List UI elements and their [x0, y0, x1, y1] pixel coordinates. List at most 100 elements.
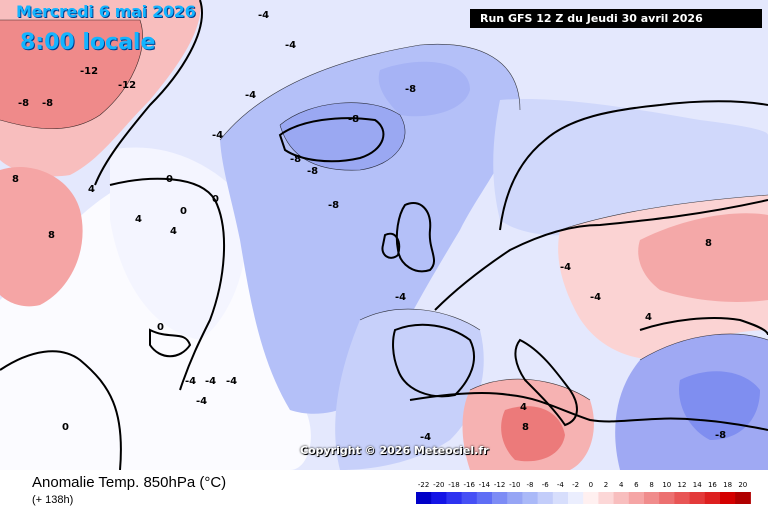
coast-turkey [639, 317, 768, 336]
coast-hudson [0, 350, 122, 470]
product-title: Anomalie Temp. 850hPa (°C) [32, 474, 227, 491]
contour-label: -4 [395, 292, 406, 303]
contour-label: -8 [18, 98, 29, 109]
contour-line [639, 333, 768, 361]
scale-swatch [568, 492, 584, 504]
contour-label: 8 [12, 174, 19, 185]
anomaly-zone-colder-north [378, 61, 470, 117]
coast-africa [409, 391, 768, 431]
coast-norway [499, 100, 768, 231]
scale-swatch [492, 492, 508, 504]
contour-label: -8 [42, 98, 53, 109]
scale-tick-label: 10 [662, 481, 671, 489]
contour-label: 0 [62, 422, 69, 433]
contour-label: 8 [522, 422, 529, 433]
contour-label: -4 [590, 292, 601, 303]
lead-time: (+ 138h) [32, 494, 74, 506]
anomaly-zone-hot-mediterranean [501, 406, 565, 462]
contour-label: -8 [307, 166, 318, 177]
scale-tick-label: 0 [589, 481, 593, 489]
contour-line [469, 378, 591, 401]
contour-label: -4 [212, 130, 223, 141]
contour-label: 4 [645, 312, 652, 323]
contour-label: 4 [520, 402, 527, 413]
scale-swatch [735, 492, 751, 504]
scale-tick-label: 14 [693, 481, 702, 489]
scale-swatch [507, 492, 523, 504]
contour-label: -8 [715, 430, 726, 441]
anomaly-zone-hot-greenland [0, 20, 143, 129]
coast-uk [395, 202, 435, 273]
scale-swatch [537, 492, 554, 504]
scale-tick-label: -20 [433, 481, 444, 489]
contour-label: 0 [180, 206, 187, 217]
scale-swatch [628, 492, 645, 504]
forecast-local-time: 8:00 locale [20, 30, 156, 55]
coast-iceland [278, 117, 385, 163]
scale-tick-label: -8 [527, 481, 534, 489]
scale-tick-label: 2 [604, 481, 608, 489]
scale-swatches [416, 492, 751, 504]
scale-tick-label: -6 [542, 481, 550, 489]
coast-italy [514, 338, 578, 427]
scale-swatch [583, 492, 599, 504]
scale-tick-label: 4 [619, 481, 624, 489]
scale-tick-label: -4 [557, 481, 565, 489]
contour-label: -8 [348, 114, 359, 125]
color-scale-legend: -22 -20 -18 -16 -14 -12 -10 -8 -6 -4 -2 0 2 4 6 8 10 12 14… [416, 481, 751, 504]
contour-label: 4 [170, 226, 177, 237]
scale-tick-label: 6 [634, 481, 639, 489]
contour-label: -12 [118, 80, 136, 91]
scale-tick-label: 8 [649, 481, 653, 489]
contour-label: -4 [560, 262, 571, 273]
scale-swatch [476, 492, 493, 504]
scale-swatch [613, 492, 630, 504]
contour-label: -4 [420, 432, 431, 443]
scale-swatch [522, 492, 539, 504]
contour-line [219, 43, 521, 141]
coast-newfoundland [149, 328, 192, 358]
scale-swatch [704, 492, 721, 504]
contour-label: 0 [166, 174, 173, 185]
anomaly-zone-cool-iberia [335, 309, 484, 470]
contour-labels: -12-12-8-8-8-8-8-8-4-4-4-4-4-4-4-4-8-800… [12, 10, 726, 443]
anomaly-zone-colder-turkey [679, 371, 760, 440]
scale-tick-labels: -22 -20 -18 -16 -14 -12 -10 -8 -6 -4 -2 0 2 4 6 8 10 12 14… [418, 481, 747, 489]
contour-label: 4 [135, 214, 142, 225]
contour-label: -8 [405, 84, 416, 95]
coast-europe [434, 199, 768, 311]
scale-tick-label: 20 [738, 481, 747, 489]
scale-swatch [431, 492, 447, 504]
contour-label: 0 [157, 322, 164, 333]
contour-label: -4 [285, 40, 296, 51]
anomaly-zone-warm-baffin [0, 166, 83, 307]
scale-swatch [674, 492, 691, 504]
scale-swatch [659, 492, 675, 504]
contour-label: -4 [245, 90, 256, 101]
scale-tick-label: 18 [723, 481, 732, 489]
temperature-anomaly-map: -12-12-8-8-8-8-8-8-4-4-4-4-4-4-4-4-8-800… [0, 0, 768, 470]
model-run-info: Run GFS 12 Z du Jeudi 30 avril 2026 [470, 9, 762, 28]
contour-line [279, 102, 406, 171]
anomaly-contours [0, 19, 768, 401]
coast-ireland [381, 232, 401, 259]
scale-tick-label: 16 [708, 481, 717, 489]
anomaly-zone-warmer-russia [638, 213, 768, 302]
scale-tick-label: -14 [479, 481, 491, 489]
copyright-notice: Copyright © 2026 Meteociel.fr [300, 444, 489, 457]
scale-tick-label: 12 [678, 481, 687, 489]
scale-swatch [720, 492, 736, 504]
scale-tick-label: -18 [448, 481, 459, 489]
scale-swatch [598, 492, 615, 504]
coast-greenland [94, 0, 203, 186]
contour-line [559, 194, 768, 231]
contour-label: 8 [705, 238, 712, 249]
contour-label: 4 [88, 184, 95, 195]
scale-tick-label: -22 [418, 481, 429, 489]
scale-tick-label: -16 [463, 481, 475, 489]
forecast-date: Mercredi 6 mai 2026 [16, 2, 196, 21]
scale-tick-label: -10 [509, 481, 520, 489]
scale-swatch [644, 492, 660, 504]
contour-label: -4 [196, 396, 207, 407]
